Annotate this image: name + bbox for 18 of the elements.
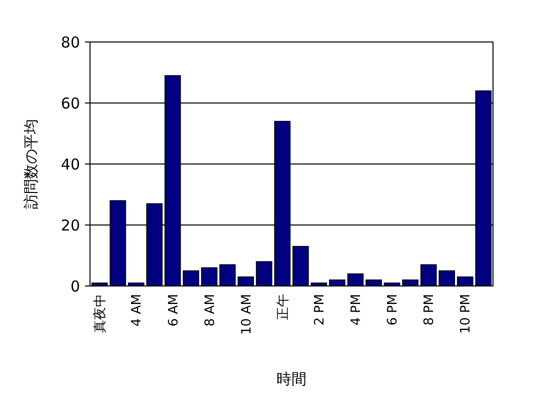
y-tick-label: 20 bbox=[60, 216, 80, 234]
x-tick-label: 10 PM bbox=[458, 294, 474, 334]
x-tick-label: 正午 bbox=[276, 294, 291, 320]
x-tick-label: 真夜中 bbox=[92, 294, 108, 333]
x-tick-label: 6 PM bbox=[386, 294, 401, 326]
y-tick-label: 60 bbox=[60, 94, 80, 112]
x-tick-label: 8 PM bbox=[422, 294, 438, 326]
y-tick-label: 40 bbox=[60, 155, 80, 174]
x-tick-label: 10 AM bbox=[239, 294, 254, 335]
x-axis-title: 時間 bbox=[276, 370, 306, 388]
y-tick-label: 80 bbox=[60, 33, 80, 52]
x-tick-label: 2 PM bbox=[312, 294, 328, 326]
x-tick-label: 4 PM bbox=[349, 294, 364, 326]
x-tick-label: 4 AM bbox=[130, 294, 145, 327]
x-tick-label: 8 AM bbox=[202, 294, 218, 327]
y-tick-label: 0 bbox=[70, 277, 80, 296]
x-tick-label: 6 AM bbox=[166, 294, 182, 327]
y-axis-title: 訪問数の平均 bbox=[22, 119, 40, 209]
